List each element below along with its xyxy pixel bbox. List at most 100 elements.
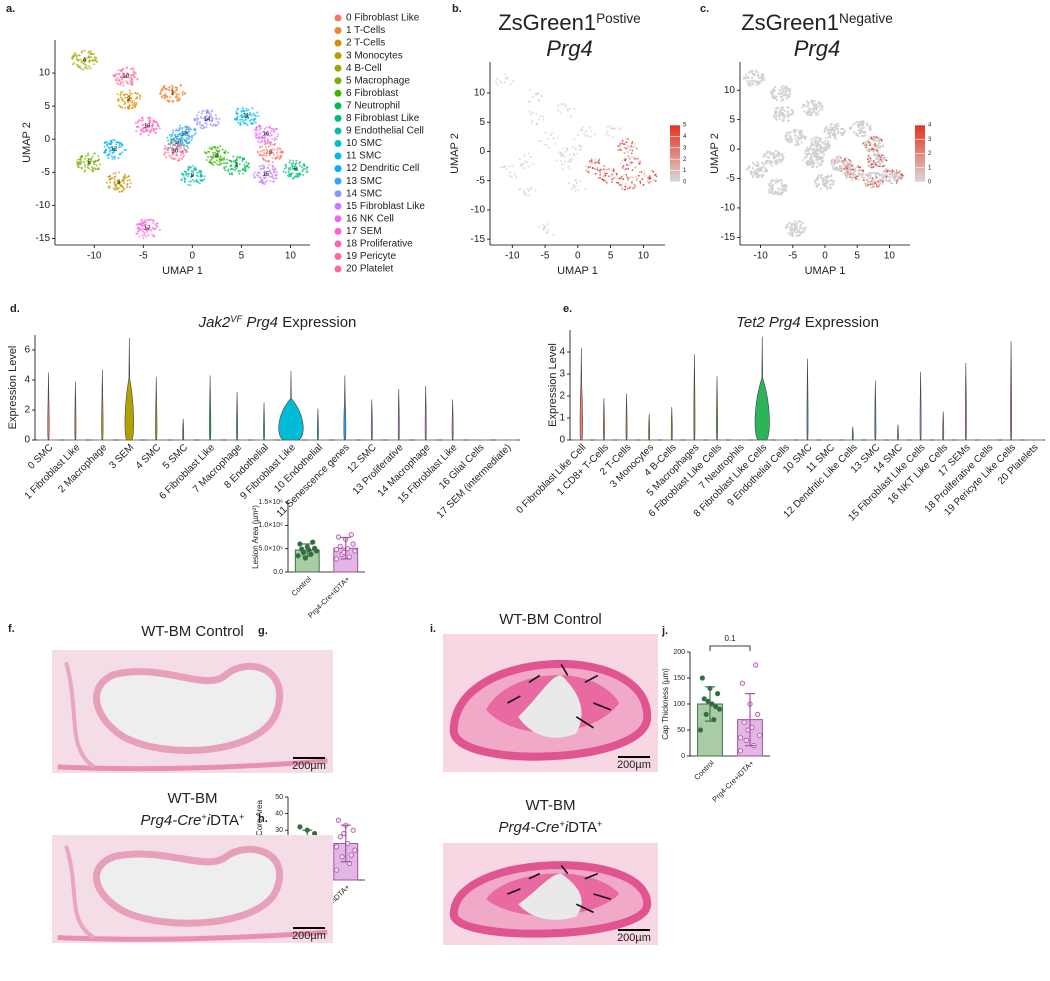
cell bbox=[769, 187, 772, 190]
cell bbox=[140, 129, 143, 132]
cell bbox=[262, 182, 265, 185]
expressing-cell bbox=[616, 145, 619, 147]
cell bbox=[235, 109, 238, 112]
cell bbox=[609, 125, 612, 128]
image-title: WT-BM Control bbox=[499, 611, 602, 628]
cell bbox=[218, 117, 221, 120]
cell bbox=[275, 138, 278, 141]
cell bbox=[175, 128, 178, 131]
x-tick-label: 10 bbox=[638, 251, 650, 262]
cell bbox=[828, 183, 832, 186]
cell bbox=[118, 141, 121, 144]
cell bbox=[806, 105, 809, 108]
cell bbox=[238, 163, 241, 166]
cell bbox=[119, 76, 122, 79]
text-part: Prg4 bbox=[794, 36, 840, 61]
chart-title: ZsGreen1Negative bbox=[741, 10, 893, 35]
cell bbox=[268, 145, 271, 148]
legend-swatch bbox=[334, 190, 342, 198]
cell bbox=[515, 176, 518, 179]
cell bbox=[174, 157, 177, 160]
cell bbox=[869, 127, 872, 130]
violin bbox=[155, 376, 158, 441]
cell bbox=[826, 188, 829, 191]
cell bbox=[118, 171, 121, 174]
cell bbox=[184, 139, 187, 142]
cell bbox=[244, 169, 247, 172]
expressing-cell bbox=[611, 180, 614, 183]
cell bbox=[780, 182, 783, 185]
expressing-cell bbox=[627, 177, 630, 180]
cell bbox=[167, 148, 170, 151]
cell bbox=[829, 123, 832, 126]
cell bbox=[215, 159, 218, 162]
cell bbox=[78, 54, 81, 57]
cell bbox=[863, 182, 867, 185]
cell bbox=[772, 157, 776, 160]
cell bbox=[849, 165, 852, 168]
cell bbox=[295, 159, 298, 162]
cell bbox=[531, 95, 534, 99]
cell bbox=[822, 180, 825, 183]
x-tick-label: 5 bbox=[239, 251, 245, 262]
cell bbox=[209, 123, 212, 126]
cell bbox=[163, 94, 166, 97]
expressing-cell bbox=[870, 163, 873, 166]
cell bbox=[227, 168, 230, 171]
cell bbox=[830, 159, 833, 162]
expressing-cell bbox=[601, 178, 604, 181]
cell bbox=[180, 143, 183, 146]
expressing-cell bbox=[865, 184, 867, 187]
cell bbox=[837, 167, 840, 171]
expressing-cell bbox=[587, 166, 590, 168]
expressing-cell bbox=[896, 179, 899, 182]
cell bbox=[120, 185, 123, 188]
violin bbox=[317, 408, 319, 441]
cell bbox=[221, 148, 224, 151]
data-point bbox=[310, 539, 316, 545]
data-point bbox=[753, 662, 759, 668]
cell bbox=[796, 129, 799, 132]
x-tick-label: Prg4-Cre+iDTA+ bbox=[710, 758, 756, 804]
cell bbox=[117, 157, 120, 160]
cell bbox=[187, 134, 190, 137]
expressing-cell bbox=[843, 167, 846, 170]
cell bbox=[141, 127, 144, 130]
expressing-cell bbox=[877, 184, 880, 187]
cell bbox=[188, 127, 191, 130]
cell bbox=[173, 137, 176, 140]
cell bbox=[816, 146, 819, 149]
cell bbox=[138, 229, 141, 232]
legend-label: 4 B-Cell bbox=[346, 63, 382, 74]
cell bbox=[235, 162, 238, 165]
cell bbox=[258, 172, 261, 175]
cell bbox=[588, 171, 591, 174]
cell bbox=[162, 94, 165, 97]
cell bbox=[210, 146, 213, 149]
cell bbox=[261, 149, 264, 152]
cell bbox=[265, 152, 268, 155]
cell bbox=[197, 111, 200, 114]
y-tick-label: 10 bbox=[474, 88, 486, 99]
cell bbox=[204, 121, 207, 124]
cell bbox=[126, 96, 129, 99]
legend-swatch bbox=[334, 177, 342, 185]
expressing-cell bbox=[874, 162, 877, 165]
cell bbox=[793, 222, 796, 225]
cell bbox=[772, 94, 775, 97]
cell bbox=[196, 181, 199, 184]
cell bbox=[126, 93, 129, 96]
cell bbox=[253, 176, 256, 179]
cell bbox=[170, 142, 173, 145]
cell bbox=[634, 179, 638, 182]
cell bbox=[566, 149, 569, 152]
cell bbox=[241, 172, 244, 175]
cell bbox=[77, 65, 80, 68]
cell bbox=[183, 177, 186, 180]
cell bbox=[230, 168, 233, 171]
legend-swatch bbox=[334, 64, 342, 72]
cluster-centroid bbox=[87, 160, 91, 164]
cell bbox=[231, 173, 234, 176]
cell bbox=[292, 159, 295, 162]
legend-label: 3 Monocytes bbox=[346, 50, 403, 61]
